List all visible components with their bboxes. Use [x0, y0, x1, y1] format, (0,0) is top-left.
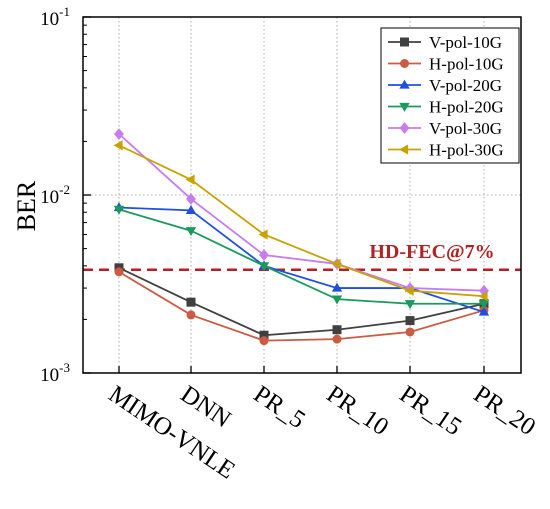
data-point-h-pol-30g — [331, 258, 341, 270]
data-point-v-pol-20g — [331, 282, 343, 292]
legend: V-pol-10G H-pol-10G V-pol-20G H-pol-20G V-po… — [380, 27, 520, 164]
y-axis-title: BER — [12, 180, 41, 231]
y-tick-label: 10-2 — [40, 182, 70, 208]
legend-label-h-pol-30g: H-pol-30G — [429, 141, 504, 160]
annotation-layer: HD-FEC@7% — [83, 241, 521, 272]
data-point-v-pol-30g — [114, 128, 124, 140]
series-h-pol-10g — [114, 267, 489, 346]
legend-marker-v-pol-20g — [399, 79, 410, 89]
legend-marker-h-pol-10g — [400, 59, 409, 68]
data-point-v-pol-10g — [332, 325, 342, 335]
data-point-v-pol-20g — [478, 306, 490, 316]
legend-label-h-pol-20g: H-pol-20G — [429, 98, 504, 117]
series-line-h-pol-10g — [118, 271, 485, 342]
x-tick-label: PR_20 — [469, 381, 541, 441]
series-v-pol-10g — [114, 263, 489, 340]
data-point-h-pol-20g — [478, 300, 490, 310]
legend-marker-v-pol-10g — [400, 37, 409, 47]
data-point-h-pol-10g — [332, 334, 342, 344]
legend-label-h-pol-10g: H-pol-10G — [429, 55, 504, 74]
data-point-h-pol-30g — [185, 174, 195, 185]
x-tick-label: MIMO-VNLE — [104, 381, 240, 485]
series-h-pol-30g — [113, 140, 488, 302]
data-point-h-pol-10g — [405, 327, 415, 337]
series-line-v-pol-30g — [118, 133, 485, 292]
legend-marker-v-pol-30g — [399, 122, 410, 134]
data-point-h-pol-10g — [186, 310, 196, 320]
data-point-v-pol-30g — [479, 284, 489, 297]
data-point-h-pol-30g — [113, 140, 123, 151]
data-point-h-pol-20g — [185, 227, 197, 237]
series-line-h-pol-30g — [118, 144, 485, 298]
series-line-h-pol-20g — [118, 208, 484, 305]
data-point-h-pol-30g — [258, 229, 268, 240]
data-point-h-pol-30g — [478, 291, 488, 302]
series-h-pol-20g — [113, 205, 490, 310]
data-point-h-pol-20g — [404, 300, 416, 310]
data-point-h-pol-10g — [114, 267, 124, 277]
fec-threshold-label: HD-FEC@7% — [369, 241, 494, 263]
series-v-pol-30g — [114, 128, 489, 297]
data-point-h-pol-30g — [404, 285, 414, 296]
x-tick-label: PR_15 — [395, 381, 467, 441]
data-point-v-pol-10g — [259, 330, 269, 340]
x-tick-label: PR_10 — [322, 381, 394, 441]
legend-marker-h-pol-20g — [399, 102, 410, 112]
data-point-v-pol-10g — [405, 316, 415, 326]
y-tick-label: 10-1 — [40, 4, 70, 30]
series-line-v-pol-10g — [118, 266, 485, 337]
data-point-h-pol-10g — [259, 336, 269, 346]
data-point-v-pol-10g — [186, 297, 196, 307]
legend-box — [380, 27, 520, 164]
legend-label-v-pol-30g: V-pol-30G — [429, 119, 502, 138]
legend-label-v-pol-10g: V-pol-10G — [429, 33, 502, 52]
data-point-v-pol-30g — [259, 249, 269, 261]
data-point-h-pol-20g — [258, 262, 270, 272]
data-point-h-pol-20g — [113, 205, 125, 215]
series-layer — [113, 128, 490, 346]
legend-label-v-pol-20g: V-pol-20G — [429, 76, 502, 95]
data-point-v-pol-30g — [186, 193, 196, 205]
data-point-v-pol-20g — [185, 204, 197, 214]
data-point-h-pol-20g — [331, 295, 343, 305]
legend-marker-h-pol-30g — [399, 144, 409, 155]
y-tick-label: 10-3 — [40, 360, 70, 386]
x-tick-label: PR_5 — [249, 381, 310, 434]
